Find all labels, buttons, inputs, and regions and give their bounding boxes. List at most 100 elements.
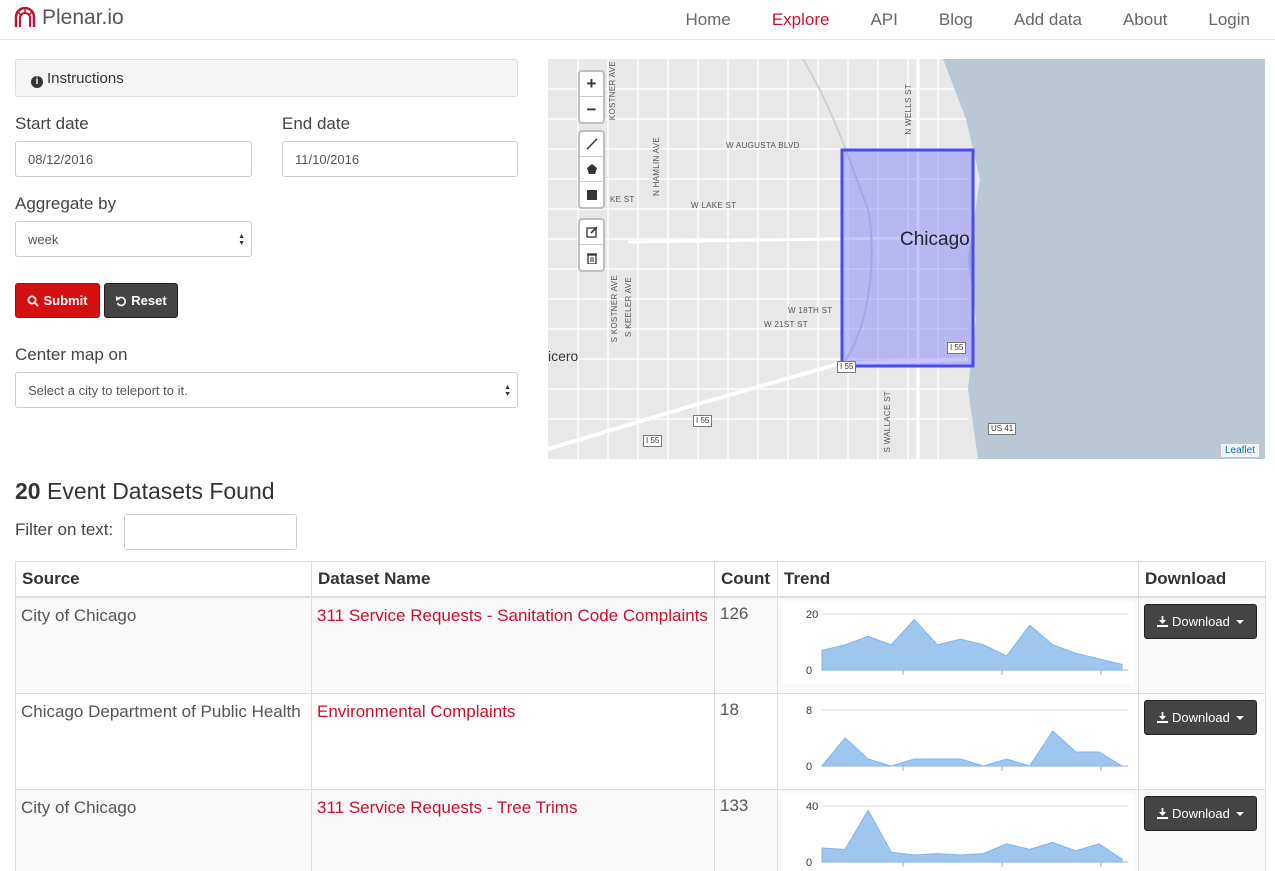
highway-shield: US 41	[988, 423, 1017, 435]
download-icon	[1157, 712, 1168, 723]
dataset-link[interactable]: 311 Service Requests - Tree Trims	[317, 798, 578, 817]
reset-label: Reset	[131, 293, 167, 308]
highway-shield: I 55	[837, 361, 857, 373]
leaflet-attribution-link[interactable]: Leaflet	[1220, 444, 1259, 457]
zoom-control: + −	[578, 70, 605, 124]
column-header-download: Download	[1138, 561, 1266, 598]
trend-area	[821, 618, 1123, 671]
street-label: W 21ST ST	[764, 320, 808, 329]
download-cell: Download	[1138, 596, 1266, 694]
end-date-input[interactable]: 11/10/2016	[282, 141, 518, 177]
start-date-value: 08/12/2016	[28, 151, 94, 167]
dataset-link[interactable]: 311 Service Requests - Sanitation Code C…	[317, 606, 708, 625]
submit-label: Submit	[43, 293, 88, 308]
column-header-source[interactable]: Source	[15, 561, 312, 598]
download-icon	[1157, 808, 1168, 819]
aggregate-select[interactable]: week ▲ ▼	[15, 221, 252, 257]
edit-icon	[585, 226, 598, 238]
reset-button[interactable]: Reset	[104, 283, 178, 318]
caret-down-icon	[1235, 715, 1244, 720]
column-header-dataset-name[interactable]: Dataset Name	[311, 561, 715, 598]
street-label: W AUGUSTA BLVD	[726, 141, 800, 150]
street-label: KOSTNER AVE	[608, 61, 617, 121]
draw-polygon-button[interactable]	[580, 157, 603, 182]
map[interactable]: KOSTNER AVE N HAMLIN AVE W AUGUSTA BLVD …	[548, 59, 1265, 459]
select-arrows-icon: ▲ ▼	[504, 384, 511, 398]
download-label: Download	[1172, 710, 1230, 725]
download-label: Download	[1172, 614, 1230, 629]
center-map-select[interactable]: Select a city to teleport to it. ▲ ▼	[15, 372, 518, 408]
street-label: W LAKE ST	[691, 201, 737, 210]
start-date-input[interactable]: 08/12/2016	[15, 141, 252, 177]
street-label: S WALLACE ST	[883, 391, 892, 453]
source-cell: City of Chicago	[15, 596, 312, 694]
source-cell: City of Chicago	[15, 789, 312, 871]
download-label: Download	[1172, 806, 1230, 821]
map-tiles	[548, 59, 1265, 459]
map-city-label: Chicago	[900, 229, 970, 250]
zoom-out-button[interactable]: −	[586, 99, 597, 119]
submit-button[interactable]: Submit	[15, 283, 100, 318]
street-label: S KOSTNER AVE	[610, 275, 619, 343]
end-date-label: End date	[282, 114, 351, 133]
nav-api[interactable]: API	[870, 10, 898, 29]
trend-chart: 40 0	[782, 794, 1134, 871]
caret-down-icon	[1235, 811, 1244, 816]
polyline-icon	[585, 138, 598, 150]
aggregate-label: Aggregate by	[15, 194, 117, 213]
end-date-value: 11/10/2016	[295, 151, 360, 167]
download-cell: Download	[1138, 789, 1266, 871]
draw-polyline-button[interactable]	[580, 132, 603, 157]
highway-shield: I 55	[693, 415, 713, 427]
edit-toolbar	[578, 218, 605, 272]
instructions-panel[interactable]: i Instructions	[15, 59, 518, 97]
map-cicero-label: icero	[548, 348, 579, 364]
instructions-label: Instructions	[47, 70, 124, 87]
undo-icon	[116, 295, 127, 306]
nav-blog[interactable]: Blog	[938, 10, 973, 29]
filter-text-input[interactable]	[124, 514, 297, 550]
table-row: Chicago Department of Public Health Envi…	[15, 693, 1266, 790]
dataset-link[interactable]: Environmental Complaints	[317, 702, 516, 721]
datasets-title: 20 Event Datasets Found	[15, 478, 275, 505]
nav-about[interactable]: About	[1122, 10, 1168, 29]
nav-add-data[interactable]: Add data	[1013, 10, 1082, 29]
datasets-table: Source Dataset Name Count Trend Download…	[15, 561, 1266, 871]
datasets-count: 20	[15, 478, 41, 504]
start-date-label: Start date	[15, 114, 89, 133]
download-button[interactable]: Download	[1144, 700, 1257, 735]
dataset-name-cell: 311 Service Requests - Tree Trims	[311, 789, 715, 871]
search-icon	[27, 295, 40, 307]
delete-layers-button[interactable]	[580, 245, 603, 270]
center-map-placeholder: Select a city to teleport to it.	[28, 382, 188, 398]
aggregate-value: week	[28, 231, 59, 247]
table-row: City of Chicago 311 Service Requests - T…	[15, 789, 1266, 871]
nav-links: Home Explore API Blog Add data About Log…	[644, 0, 1250, 40]
download-button[interactable]: Download	[1144, 604, 1257, 639]
highway-shield: I 55	[643, 435, 663, 447]
street-label: KE ST	[610, 195, 635, 204]
info-icon: i	[31, 76, 43, 88]
center-map-label: Center map on	[15, 345, 128, 364]
nav-login[interactable]: Login	[1208, 10, 1250, 29]
street-label: N WELLS ST	[904, 84, 913, 135]
y-tick-label: 0	[806, 665, 812, 677]
trash-icon	[586, 252, 597, 264]
navbar: Plenar.io Home Explore API Blog Add data…	[0, 0, 1275, 40]
datasets-title-text: Event Datasets Found	[46, 478, 275, 504]
column-header-count[interactable]: Count	[714, 561, 778, 598]
brand[interactable]: Plenar.io	[14, 6, 124, 30]
polygon-icon	[586, 164, 597, 174]
y-tick-label: 20	[806, 609, 818, 621]
trend-area	[821, 809, 1123, 863]
edit-layers-button[interactable]	[580, 220, 603, 245]
nav-explore[interactable]: Explore	[771, 10, 830, 29]
highway-shield: I 55	[947, 342, 967, 354]
draw-rectangle-button[interactable]	[580, 182, 603, 207]
zoom-in-button[interactable]: +	[580, 72, 603, 97]
download-button[interactable]: Download	[1144, 796, 1257, 831]
street-label: N HAMLIN AVE	[652, 137, 661, 197]
count-cell: 126	[714, 596, 778, 694]
nav-home[interactable]: Home	[685, 10, 731, 29]
plenario-logo-icon	[14, 7, 36, 27]
